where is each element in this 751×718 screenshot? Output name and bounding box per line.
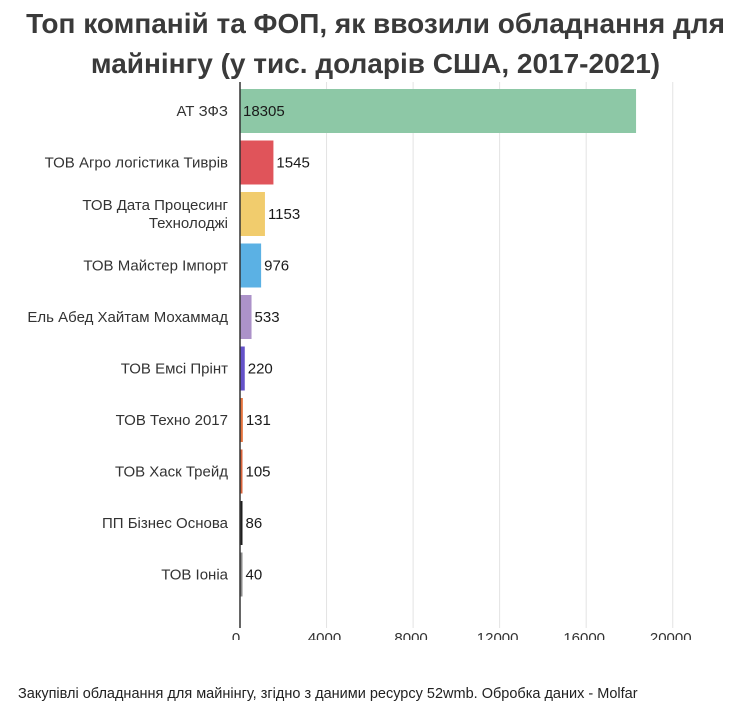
chart-title-line-1: Топ компаній та ФОП, як ввозили обладнан… [26, 8, 725, 39]
bar [240, 295, 252, 339]
bar [240, 501, 243, 545]
x-tick-label: 20000 [650, 630, 692, 640]
bar [240, 552, 243, 597]
x-tick-label: 16000 [563, 630, 605, 640]
category-label: ТОВ Емсі Прінт [121, 361, 228, 378]
category-label: ТОВ Іоніа [161, 567, 228, 584]
data-label: 86 [246, 515, 263, 532]
data-label: 18305 [243, 103, 285, 120]
category-label: ТОВ Хаск Трейд [115, 464, 228, 481]
data-label: 40 [246, 567, 263, 584]
footer-note: Закупівлі обладнання для майнінгу, згідн… [18, 686, 638, 702]
data-label: 1153 [268, 206, 300, 223]
bar [240, 89, 637, 133]
bar [240, 243, 262, 288]
bar [240, 140, 274, 185]
x-tick-label: 8000 [394, 630, 427, 640]
x-tick-label: 4000 [308, 630, 341, 640]
bar-chart: 0 4000 8000 12000 16000 20000 18305 АТ ЗФЗ 1545 Т… [27, 82, 692, 640]
data-label: 105 [246, 464, 271, 481]
category-label: Ель Абед Хайтам Мохаммад [27, 309, 228, 326]
chart-title-line-2: майнінгу (у тис. доларів США, 2017-2021) [90, 48, 661, 79]
bar [240, 449, 243, 494]
bar [240, 398, 243, 442]
data-label: 1545 [276, 155, 309, 172]
category-label: ТОВ Техно 2017 [116, 412, 228, 429]
category-label: ТОВ Майстер Імпорт [83, 258, 228, 275]
data-label: 533 [255, 309, 280, 326]
bar [240, 192, 265, 236]
x-tick-label: 12000 [477, 630, 519, 640]
data-label: 131 [246, 412, 271, 429]
category-label: ТОВ Дата Процесинг [82, 197, 228, 214]
data-label: 976 [264, 258, 289, 275]
bar [240, 346, 245, 391]
category-label: ПП Бізнес Основа [102, 515, 229, 532]
x-tick-label: 0 [232, 630, 240, 640]
category-label: Технолоджі [149, 215, 228, 232]
chart-title: Топ компаній та ФОП, як ввозили обладнан… [0, 4, 751, 84]
category-label: ТОВ Агро логістика Тиврів [45, 155, 228, 172]
data-label: 220 [248, 361, 273, 378]
category-label: АТ ЗФЗ [176, 103, 228, 120]
